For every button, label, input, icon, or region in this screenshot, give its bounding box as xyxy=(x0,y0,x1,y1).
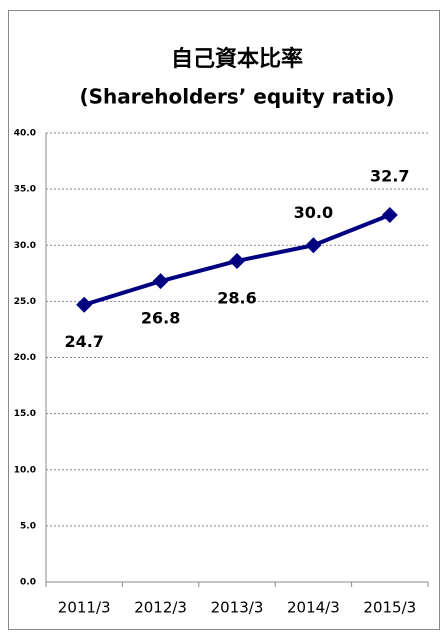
data-label: 26.8 xyxy=(141,309,180,328)
x-tick-label: 2014/3 xyxy=(287,599,340,617)
y-tick-label: 25.0 xyxy=(14,297,36,307)
x-tick-label: 2015/3 xyxy=(363,599,416,617)
y-tick-label: 20.0 xyxy=(14,353,36,363)
data-point xyxy=(305,237,322,254)
data-point xyxy=(76,296,93,313)
y-tick-label: 5.0 xyxy=(20,521,36,531)
data-point xyxy=(229,252,245,269)
chart-title: 自己資本比率 xyxy=(171,46,303,72)
y-tick-label: 30.0 xyxy=(14,241,36,251)
y-tick-label: 35.0 xyxy=(14,185,36,195)
y-tick-label: 0.0 xyxy=(20,578,36,588)
x-tick-label: 2012/3 xyxy=(134,599,187,617)
x-tick-label: 2011/3 xyxy=(58,599,111,617)
y-tick-label: 15.0 xyxy=(14,409,36,419)
y-tick-label: 10.0 xyxy=(14,465,36,475)
data-label: 24.7 xyxy=(64,332,103,351)
data-point xyxy=(381,206,398,223)
data-label: 28.6 xyxy=(217,288,256,307)
data-label: 30.0 xyxy=(294,203,333,222)
data-point xyxy=(152,273,169,290)
chart-subtitle: (Shareholders’ equity ratio) xyxy=(80,85,395,109)
y-tick-label: 40.0 xyxy=(14,129,36,139)
data-label: 32.7 xyxy=(370,166,409,185)
x-tick-label: 2013/3 xyxy=(211,599,264,617)
